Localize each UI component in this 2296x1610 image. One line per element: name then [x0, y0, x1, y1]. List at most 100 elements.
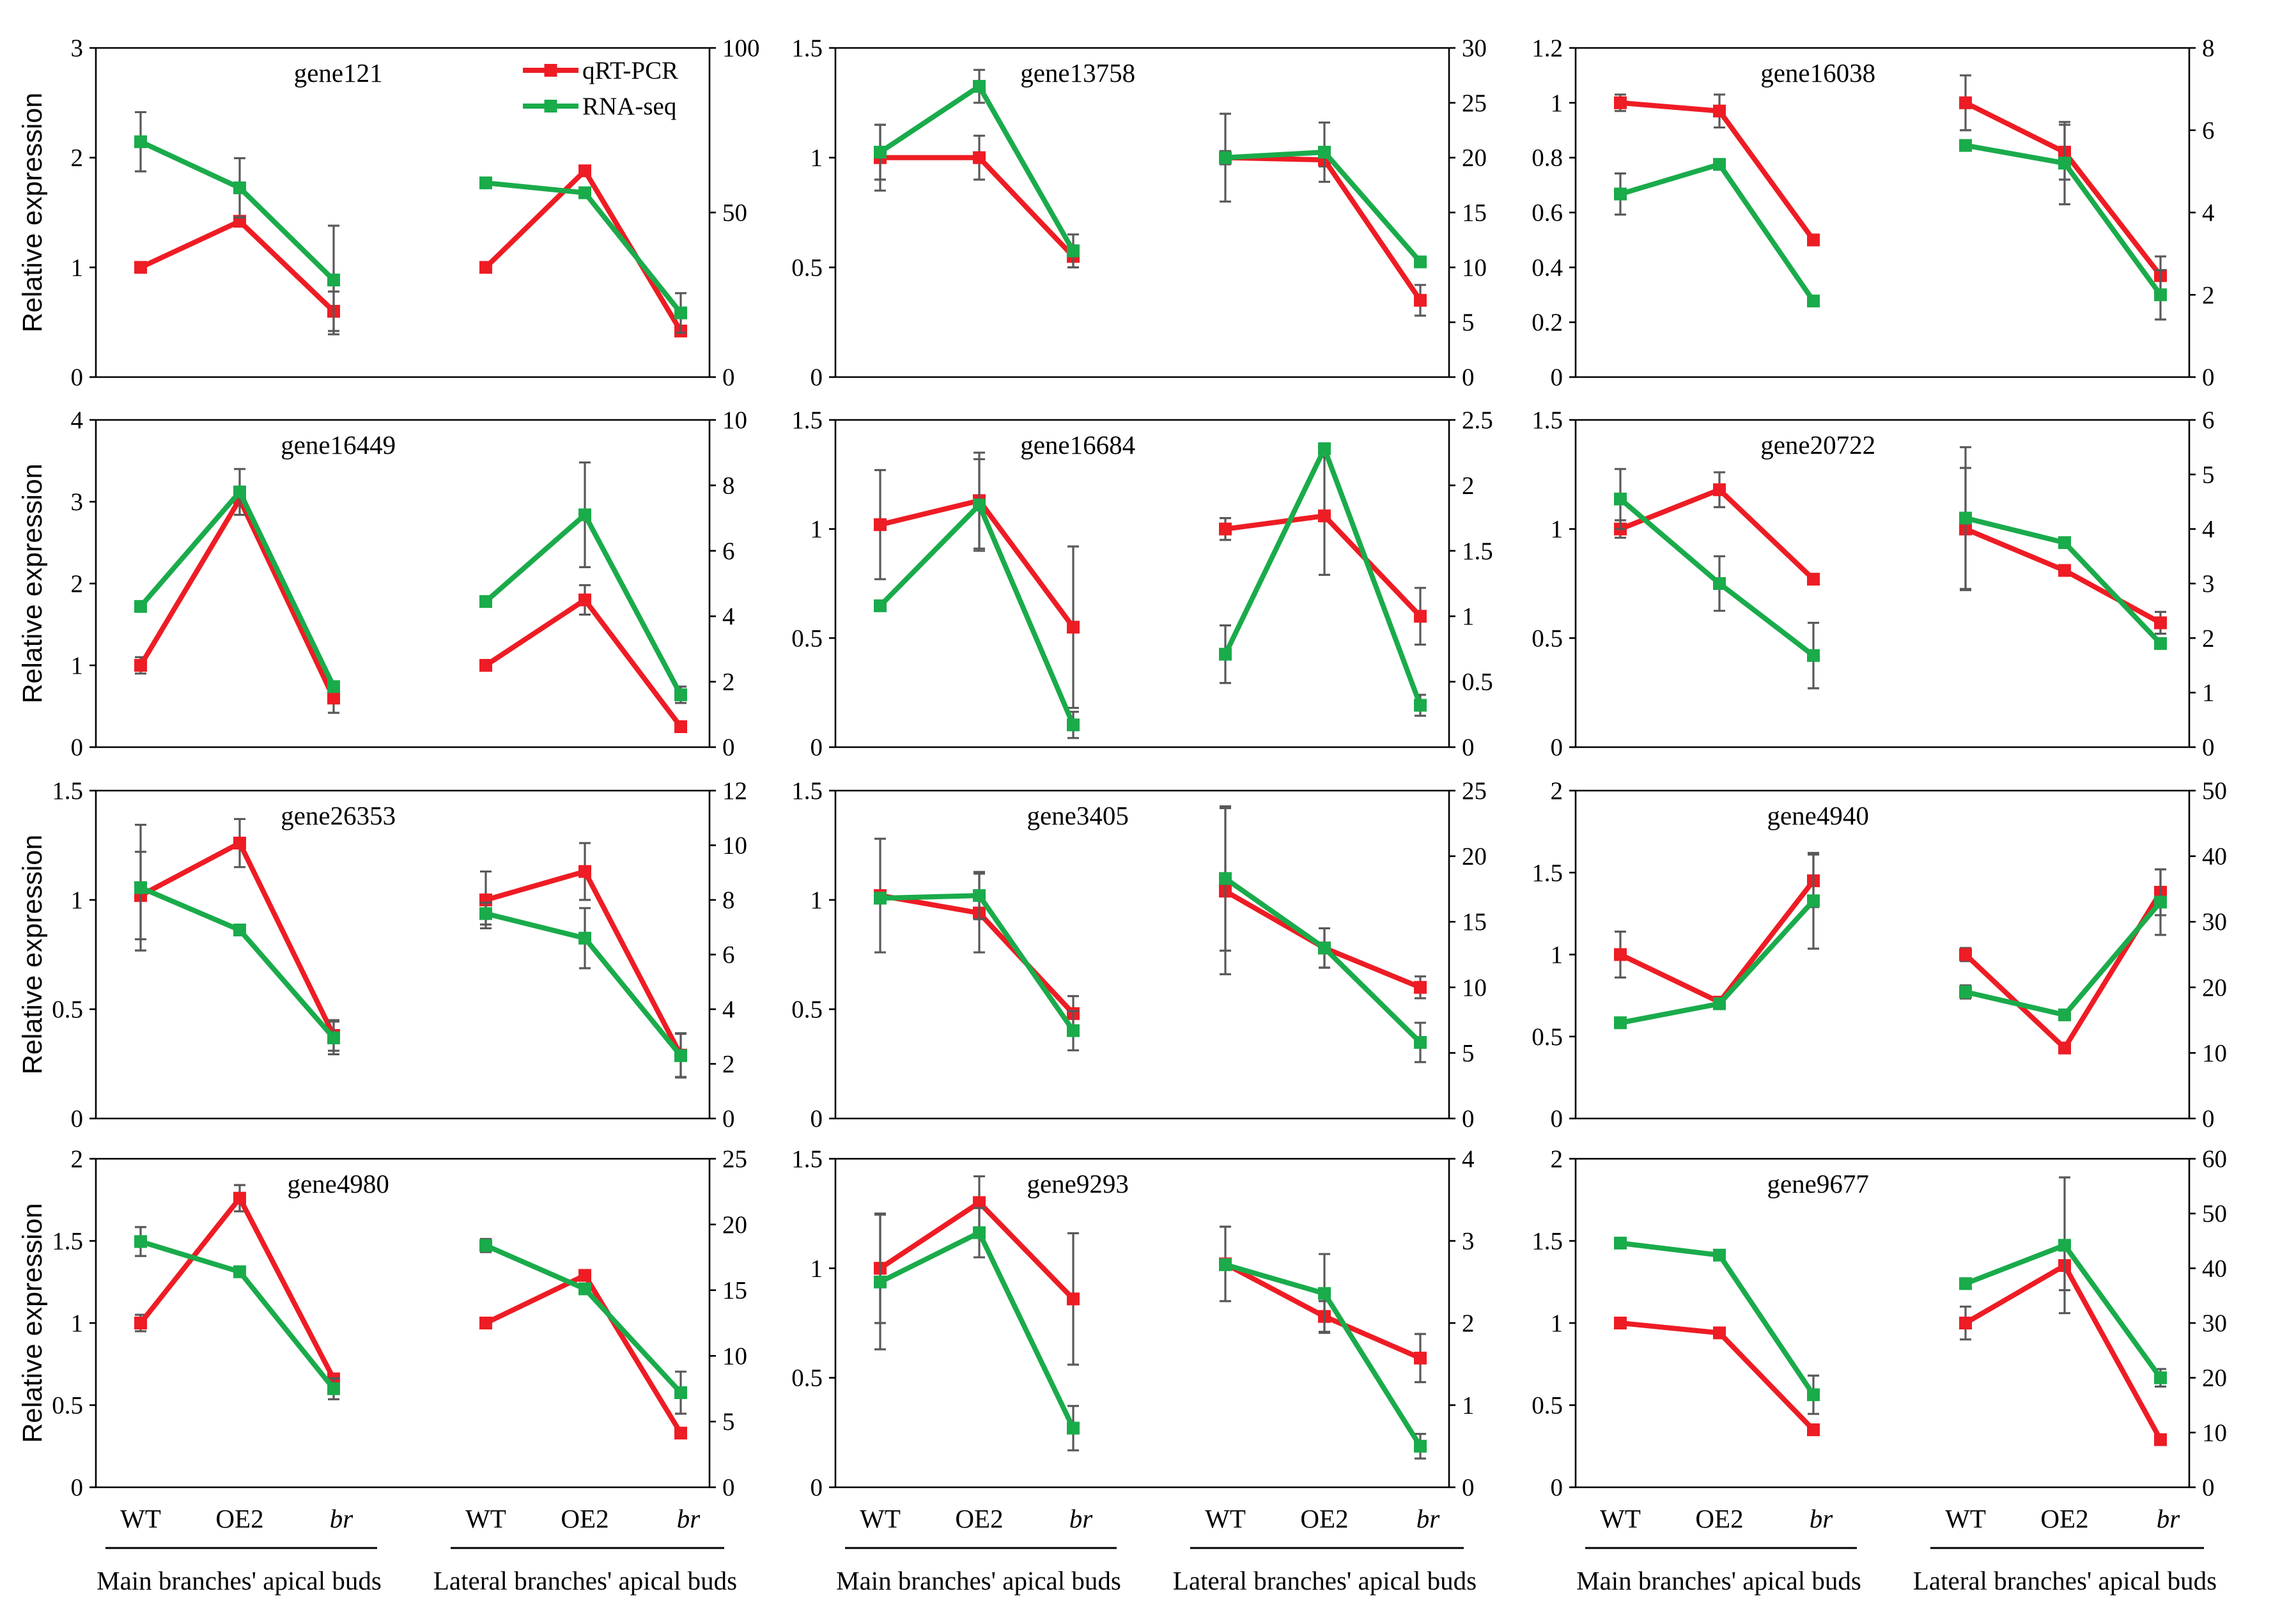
data-point: [674, 1386, 687, 1399]
data-point: [2154, 637, 2167, 650]
panel-title: gene9293: [1027, 1169, 1128, 1198]
data-point: [2154, 895, 2167, 909]
left-tick-label: 1: [1551, 1310, 1563, 1337]
right-tick-label: 0: [722, 364, 735, 391]
left-tick-label: 0.5: [1532, 624, 1563, 652]
right-tick-label: 4: [2202, 199, 2215, 227]
group-label-lateral: Lateral branches' apical buds: [433, 1566, 737, 1595]
data-point: [1414, 293, 1427, 307]
right-tick-label: 4: [722, 996, 735, 1023]
panel-gene20722: 0 0.5 1 1.5 0 1 2 3 4 5 6 gene20722: [1532, 406, 2214, 761]
data-point: [2058, 1239, 2071, 1252]
data-point: [2154, 616, 2167, 630]
right-tick-label: 50: [2202, 777, 2227, 805]
data-point: [1067, 621, 1080, 634]
data-point: [479, 1317, 492, 1329]
data-point: [1318, 509, 1331, 523]
right-tick-label: 5: [2202, 461, 2215, 488]
series-rna-seq: [134, 461, 687, 704]
data-point: [1807, 894, 1820, 908]
y-axis-label: Relative expression: [17, 463, 48, 703]
data-point: [479, 595, 492, 608]
data-point: [1614, 1016, 1627, 1030]
data-point: [874, 599, 887, 612]
data-point: [1414, 1351, 1427, 1365]
left-tick-label: 1: [1551, 516, 1563, 543]
right-tick-label: 10: [2202, 1419, 2227, 1446]
left-tick-label: 1.5: [1532, 1228, 1563, 1255]
right-tick-label: 100: [722, 35, 760, 62]
category-label-oe2: OE2: [1300, 1504, 1348, 1533]
right-tick-label: 0: [1462, 734, 1475, 761]
category-label-oe2: OE2: [955, 1504, 1003, 1533]
right-tick-label: 8: [2202, 35, 2215, 62]
right-tick-label: 10: [722, 1342, 747, 1370]
left-tick-label: 0.5: [1532, 1023, 1563, 1051]
right-tick-label: 1: [2202, 679, 2215, 707]
group-label-main: Main branches' apical buds: [836, 1566, 1121, 1595]
right-tick-label: 2: [1462, 1310, 1475, 1337]
right-tick-label: 0: [722, 1474, 735, 1501]
data-point: [1713, 997, 1726, 1010]
data-point: [2058, 157, 2071, 170]
panel-gene13758: 0 0.5 1 1.5 0 5 10 15 20 25 30 gene13758: [791, 35, 1487, 391]
data-point: [1713, 483, 1726, 497]
right-tick-label: 20: [1462, 843, 1487, 871]
data-point: [1713, 158, 1726, 171]
right-tick-label: 10: [1462, 254, 1487, 281]
right-tick-label: 6: [2202, 406, 2215, 434]
left-tick-label: 0.5: [52, 996, 83, 1023]
data-point: [1959, 985, 1972, 998]
panel-title: gene20722: [1760, 430, 1875, 460]
data-point: [1067, 1292, 1080, 1306]
data-point: [1067, 244, 1080, 258]
category-label-br: br: [677, 1504, 701, 1533]
data-point: [327, 1382, 340, 1395]
category-label-oe2: OE2: [215, 1504, 263, 1533]
data-point: [1318, 1287, 1331, 1300]
data-point: [1713, 1248, 1726, 1262]
right-tick-label: 6: [2202, 117, 2215, 144]
right-tick-label: 10: [2202, 1039, 2227, 1067]
left-tick-label: 2: [1551, 777, 1563, 805]
data-point: [479, 659, 492, 672]
data-point: [1614, 187, 1627, 201]
right-tick-label: 1: [1462, 1392, 1475, 1420]
left-tick-label: 0: [71, 1105, 84, 1133]
data-point: [973, 889, 986, 902]
left-tick-label: 1.5: [791, 1145, 823, 1173]
data-point: [2154, 1433, 2167, 1446]
left-tick-label: 1.2: [1532, 35, 1563, 62]
data-point: [874, 518, 887, 531]
left-tick-label: 0.2: [1532, 309, 1563, 336]
data-point: [327, 274, 340, 287]
data-point: [2058, 536, 2071, 549]
data-point: [327, 692, 340, 705]
data-point: [327, 680, 340, 693]
left-tick-label: 1: [811, 516, 823, 543]
data-point: [2154, 288, 2167, 302]
data-point: [674, 688, 687, 702]
y-axis-label: Relative expression: [17, 1203, 48, 1443]
data-point: [479, 1239, 492, 1252]
right-tick-label: 12: [722, 777, 747, 805]
right-tick-label: 15: [1462, 908, 1487, 936]
data-point: [134, 1317, 147, 1329]
group-label-main: Main branches' apical buds: [1576, 1566, 1861, 1595]
data-point: [1414, 1035, 1427, 1049]
data-point: [2058, 564, 2071, 577]
data-point: [674, 1427, 687, 1440]
left-tick-label: 0: [811, 734, 823, 761]
left-tick-label: 0: [71, 734, 84, 761]
left-tick-label: 0: [811, 1105, 823, 1133]
category-axis-labels: WT OE2 br Main branches' apical buds WT OE2 br…: [97, 1504, 2217, 1595]
right-tick-label: 1.5: [1462, 538, 1493, 565]
data-point: [674, 720, 687, 733]
series-rna-seq: [874, 1207, 1427, 1460]
data-point: [1414, 255, 1427, 268]
left-tick-label: 1: [71, 1310, 84, 1337]
data-point: [578, 1269, 591, 1282]
data-point: [1807, 294, 1820, 307]
